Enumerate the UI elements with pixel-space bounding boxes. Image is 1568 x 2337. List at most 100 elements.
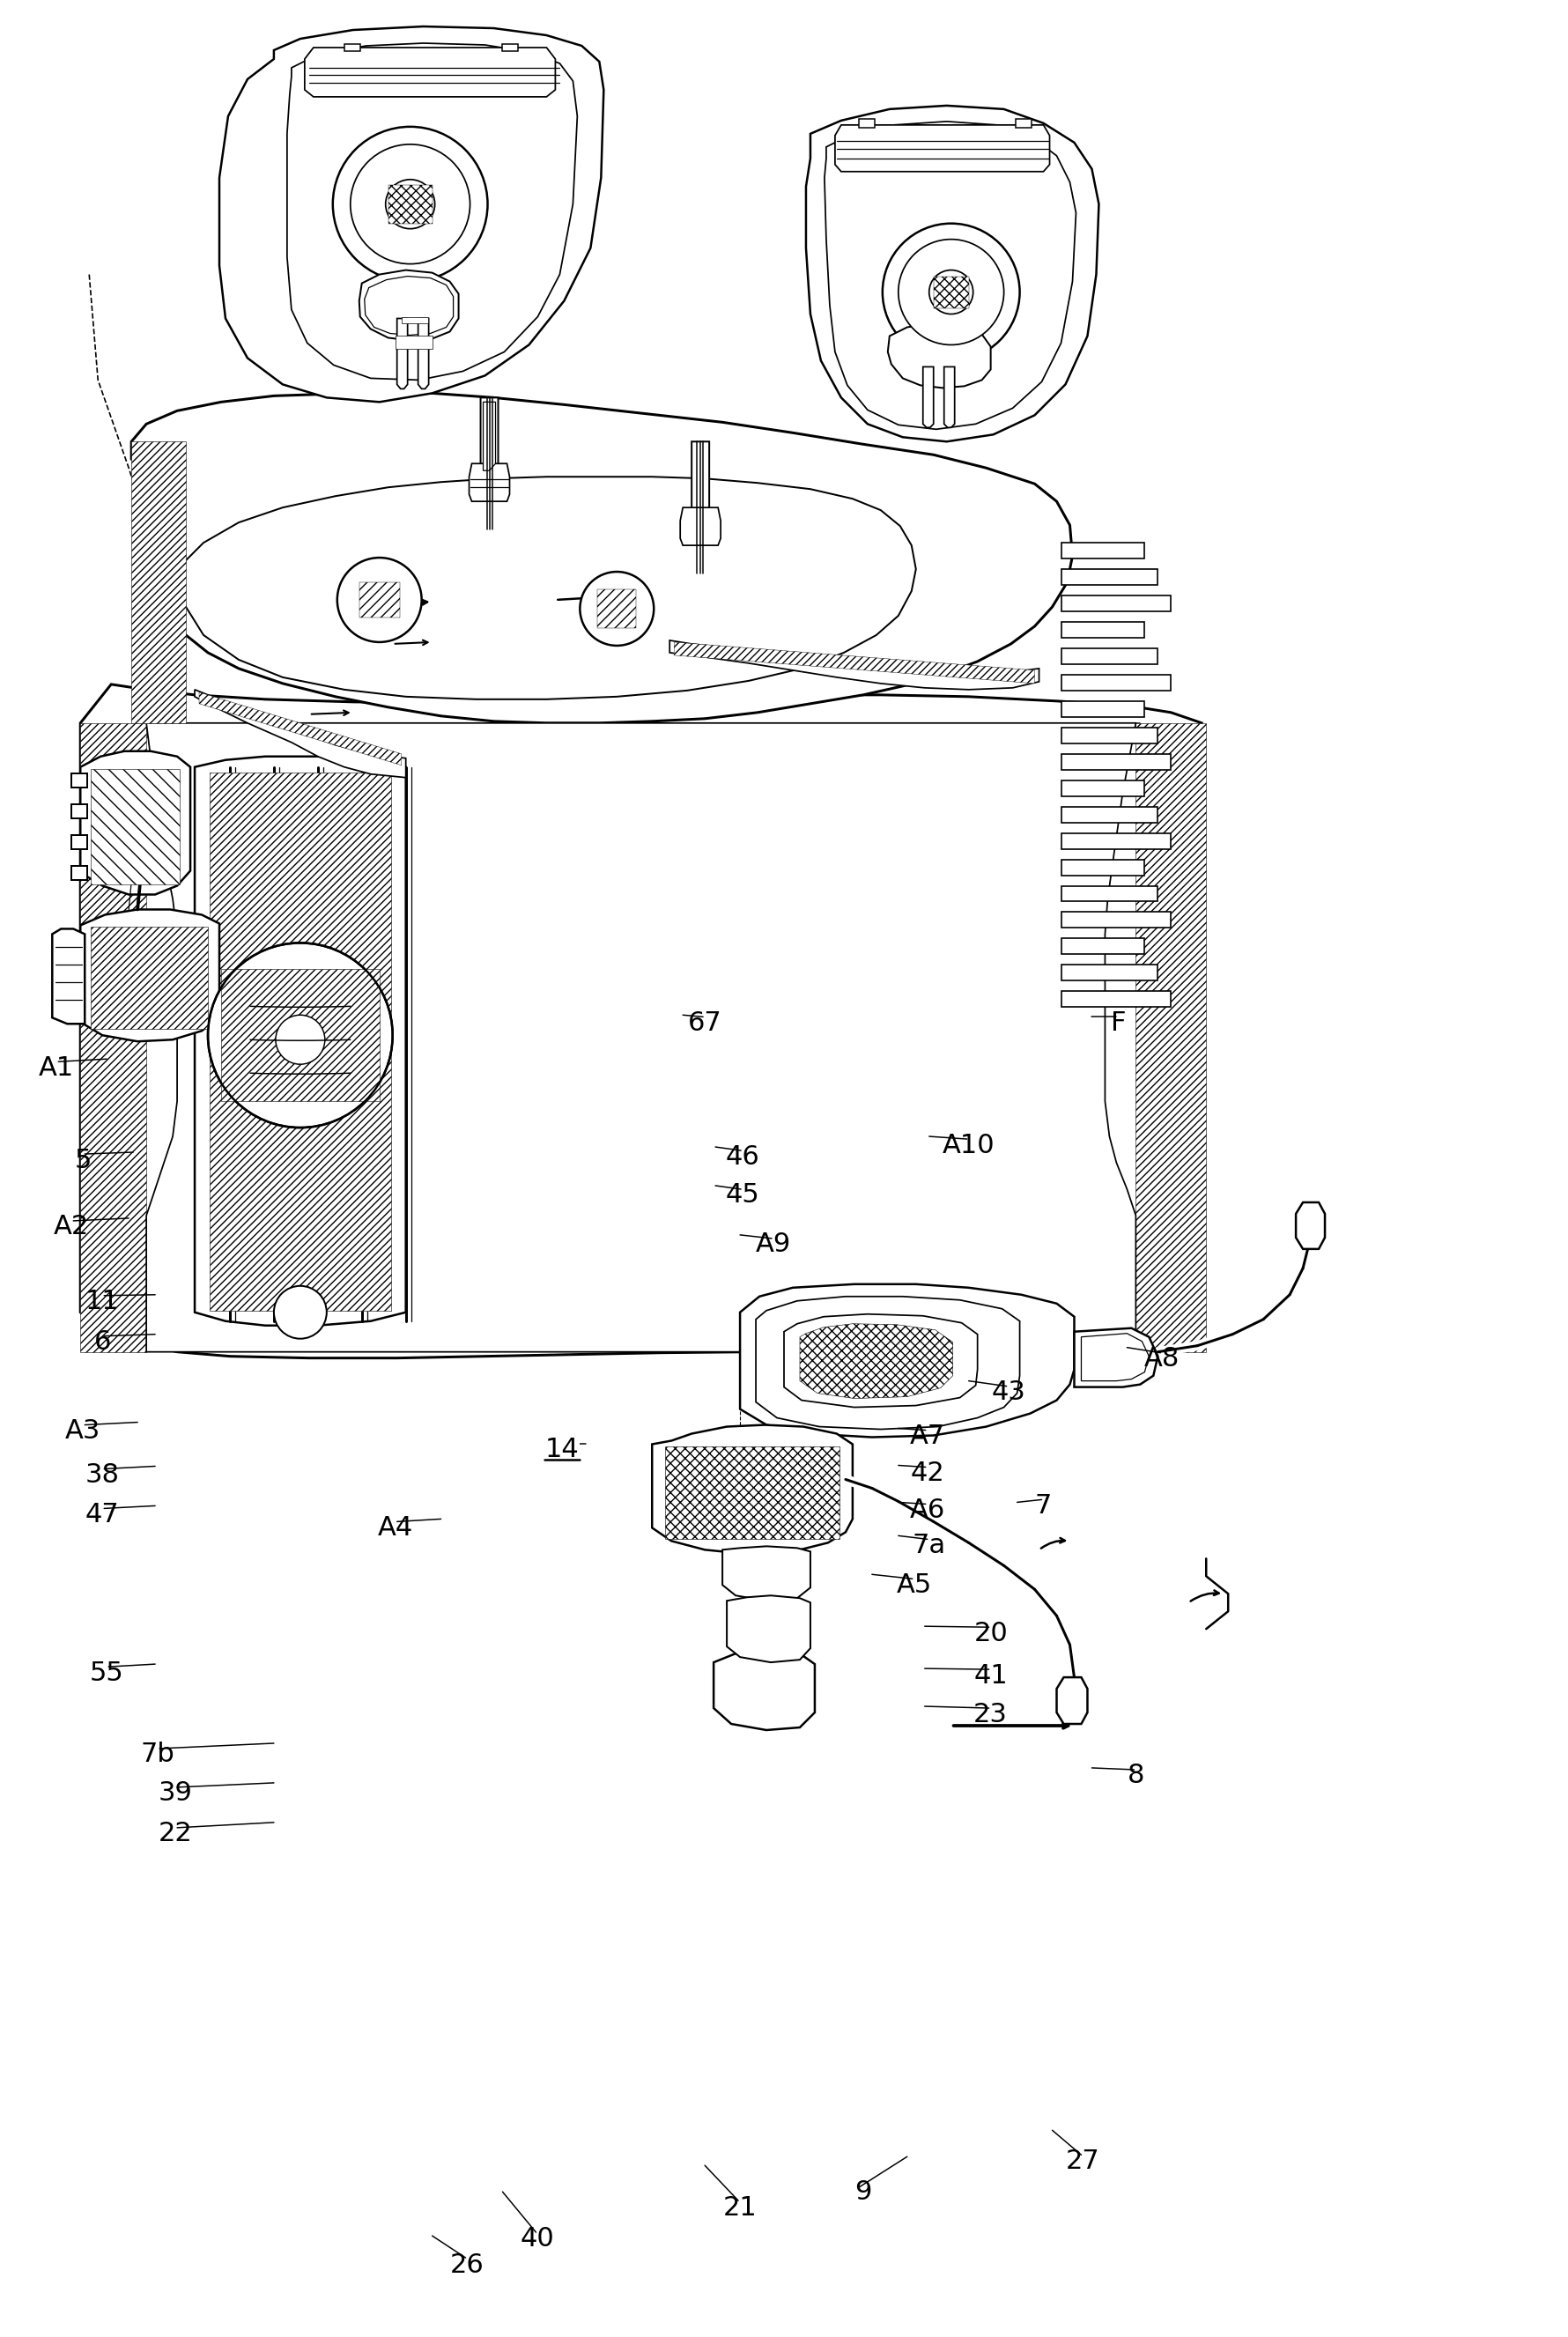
Polygon shape	[652, 1426, 853, 1554]
Polygon shape	[1062, 701, 1145, 717]
Text: A4: A4	[378, 1514, 412, 1540]
Polygon shape	[364, 276, 453, 334]
Polygon shape	[80, 722, 146, 1351]
Polygon shape	[723, 1547, 811, 1601]
Polygon shape	[691, 442, 709, 521]
Polygon shape	[132, 442, 187, 722]
Polygon shape	[825, 122, 1076, 430]
Polygon shape	[220, 26, 604, 402]
Polygon shape	[80, 685, 1201, 1358]
Circle shape	[580, 573, 654, 645]
Polygon shape	[1062, 596, 1171, 612]
Text: A1: A1	[39, 1054, 74, 1080]
Circle shape	[898, 238, 1004, 346]
Text: 43: 43	[991, 1379, 1025, 1405]
Polygon shape	[194, 689, 406, 778]
Polygon shape	[1062, 991, 1171, 1007]
Text: A7: A7	[909, 1423, 946, 1449]
Polygon shape	[72, 834, 88, 848]
Polygon shape	[91, 769, 180, 883]
Polygon shape	[221, 970, 379, 1101]
Text: 46: 46	[726, 1143, 760, 1168]
Polygon shape	[681, 507, 721, 545]
Polygon shape	[670, 640, 1040, 689]
Text: 20: 20	[974, 1620, 1008, 1645]
Polygon shape	[1135, 722, 1206, 1351]
Text: 27: 27	[1066, 2148, 1101, 2173]
Text: 67: 67	[688, 1010, 721, 1035]
Text: 23: 23	[974, 1701, 1008, 1727]
Text: 14: 14	[546, 1437, 580, 1463]
Polygon shape	[784, 1313, 977, 1407]
Polygon shape	[1062, 647, 1157, 664]
Polygon shape	[52, 928, 85, 1024]
Polygon shape	[503, 44, 519, 51]
Circle shape	[274, 1285, 326, 1339]
Polygon shape	[944, 367, 955, 428]
Polygon shape	[1016, 119, 1032, 129]
Polygon shape	[1062, 622, 1145, 638]
Text: A5: A5	[897, 1573, 931, 1599]
Polygon shape	[469, 463, 510, 502]
Polygon shape	[1062, 939, 1145, 953]
Polygon shape	[1062, 806, 1157, 823]
Polygon shape	[91, 928, 209, 1028]
Polygon shape	[345, 44, 361, 51]
Polygon shape	[359, 582, 400, 617]
Polygon shape	[597, 589, 637, 629]
Polygon shape	[887, 323, 991, 388]
Text: A9: A9	[756, 1232, 792, 1257]
Polygon shape	[480, 397, 499, 477]
Text: 7b: 7b	[141, 1741, 176, 1767]
Polygon shape	[1062, 781, 1145, 797]
Polygon shape	[1082, 1334, 1149, 1381]
Text: 21: 21	[723, 2194, 757, 2220]
Polygon shape	[800, 1323, 953, 1398]
Text: 7: 7	[1035, 1493, 1052, 1519]
Text: A2: A2	[53, 1215, 89, 1239]
Polygon shape	[933, 276, 969, 308]
Text: A10: A10	[942, 1133, 996, 1157]
Polygon shape	[1062, 832, 1171, 848]
Polygon shape	[924, 367, 933, 428]
Polygon shape	[1062, 675, 1171, 689]
Text: 5: 5	[75, 1147, 91, 1173]
Polygon shape	[359, 271, 458, 341]
Polygon shape	[389, 185, 433, 224]
Circle shape	[276, 1014, 325, 1063]
Polygon shape	[80, 750, 190, 895]
Text: 38: 38	[85, 1463, 119, 1489]
Polygon shape	[756, 1297, 1019, 1430]
Text: A8: A8	[1145, 1346, 1181, 1372]
Polygon shape	[419, 318, 428, 388]
Text: 6: 6	[94, 1330, 111, 1355]
Text: 7a: 7a	[913, 1533, 946, 1559]
Polygon shape	[728, 1596, 811, 1662]
Polygon shape	[1074, 1327, 1157, 1388]
Text: 47: 47	[85, 1503, 119, 1528]
Text: 40: 40	[521, 2225, 555, 2251]
Polygon shape	[397, 318, 408, 388]
Polygon shape	[713, 1650, 815, 1729]
Text: 14: 14	[546, 1437, 580, 1463]
Polygon shape	[740, 1283, 1074, 1437]
Circle shape	[332, 126, 488, 280]
Text: F: F	[1110, 1010, 1126, 1035]
Text: 42: 42	[911, 1461, 944, 1486]
Polygon shape	[859, 119, 875, 129]
Polygon shape	[304, 47, 555, 96]
Polygon shape	[1062, 965, 1157, 982]
Circle shape	[337, 559, 422, 643]
Polygon shape	[1062, 860, 1145, 874]
Polygon shape	[72, 774, 88, 788]
Polygon shape	[1295, 1201, 1325, 1248]
Circle shape	[386, 180, 434, 229]
Text: 9: 9	[855, 2178, 872, 2204]
Text: 55: 55	[89, 1659, 124, 1685]
Polygon shape	[483, 402, 495, 470]
Polygon shape	[199, 692, 401, 764]
Polygon shape	[146, 722, 1135, 1351]
Polygon shape	[674, 643, 1035, 682]
Polygon shape	[1062, 570, 1157, 584]
Polygon shape	[1062, 542, 1145, 559]
